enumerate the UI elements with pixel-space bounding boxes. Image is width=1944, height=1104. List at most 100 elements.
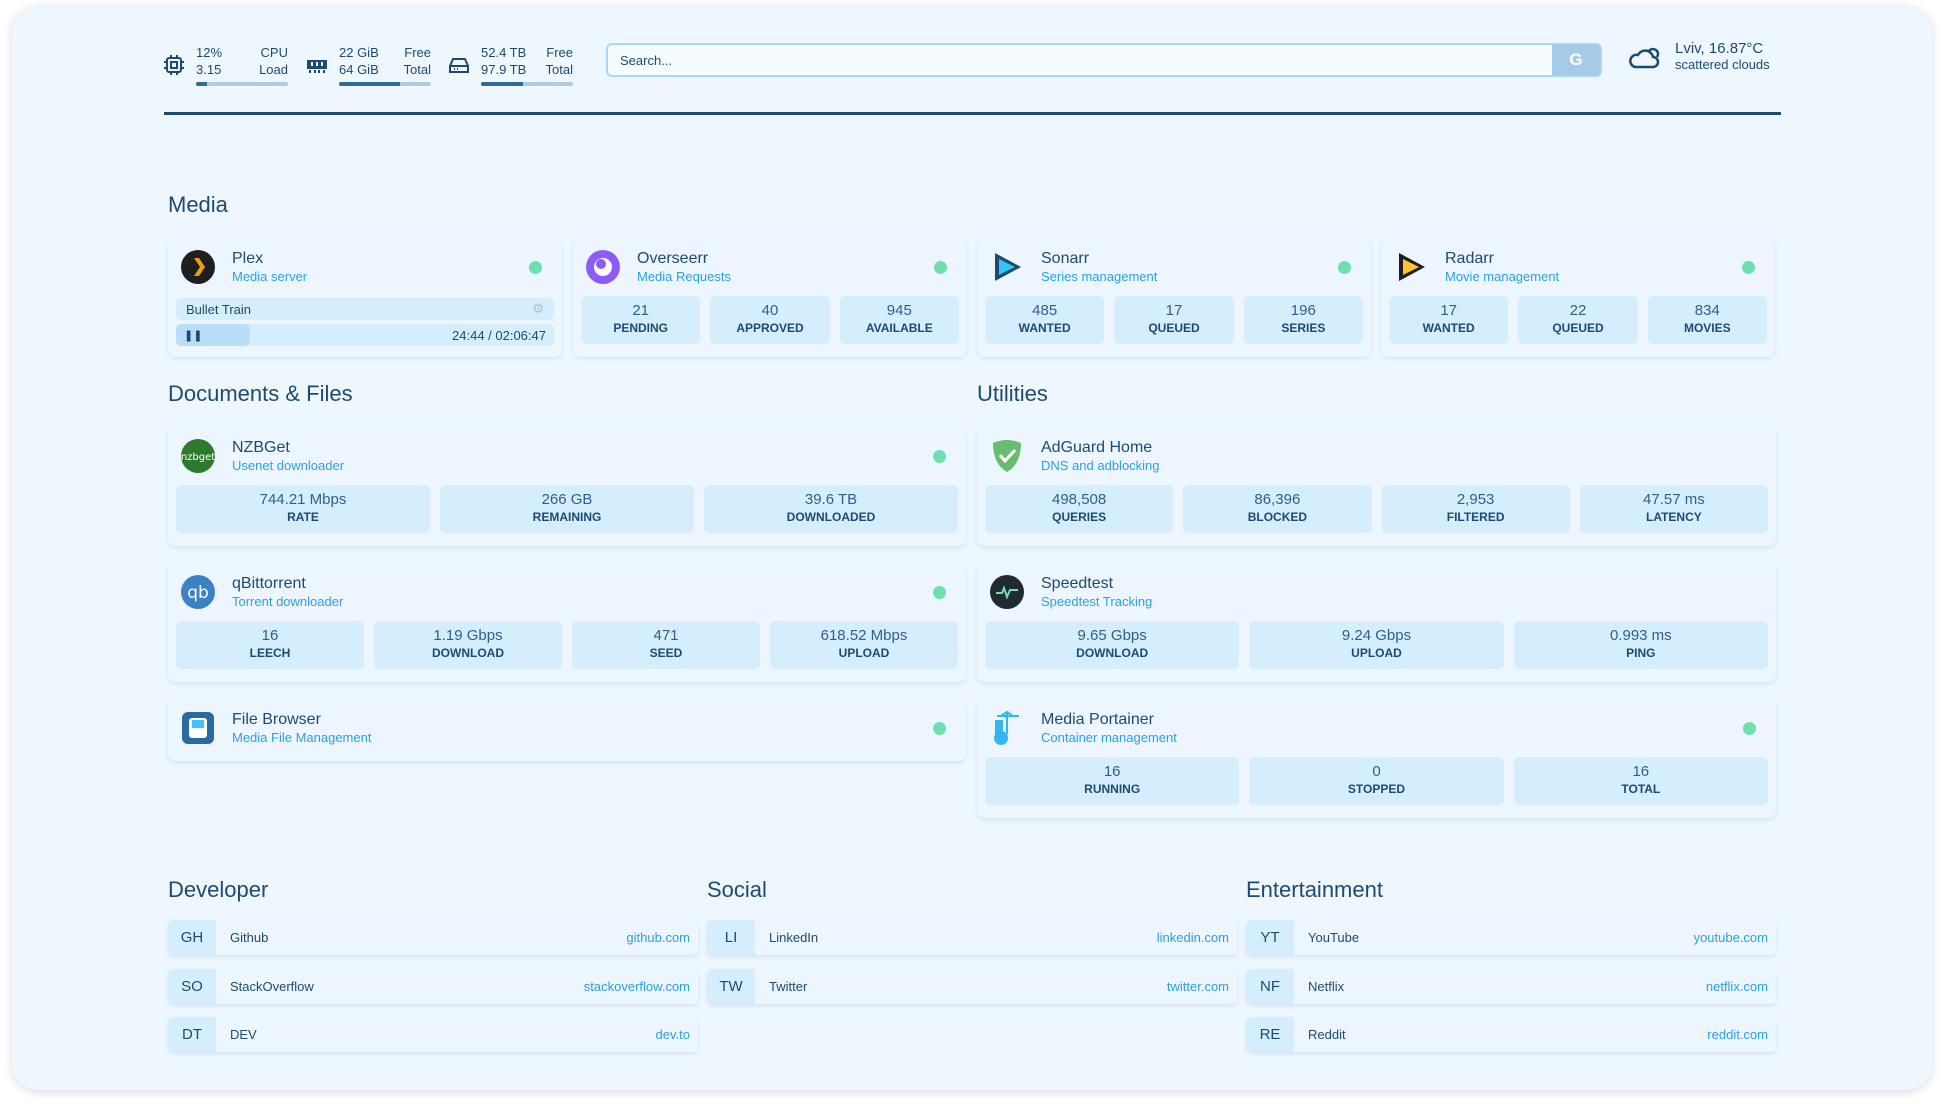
stat-block: 9.24 Gbps UPLOAD xyxy=(1249,621,1504,669)
drive-icon xyxy=(449,58,469,73)
bookmark-url[interactable]: reddit.com xyxy=(1707,1027,1768,1042)
plex-icon xyxy=(181,250,215,284)
bookmark-url[interactable]: netflix.com xyxy=(1705,978,1768,994)
service-card-adguard-home[interactable]: AdGuard Home DNS and adblocking 498,508 QU… xyxy=(977,427,1776,546)
bookmark-url[interactable]: youtube.com xyxy=(1693,930,1768,945)
stat-value: 266 GB xyxy=(541,491,593,508)
stat-label: UPLOAD xyxy=(1351,646,1402,660)
memory-icon xyxy=(307,60,327,73)
service-title: Speedtest xyxy=(1041,575,1114,592)
service-card-file-browser[interactable]: File Browser Media File Management xyxy=(168,699,966,761)
stat-block: 266 GB REMAINING xyxy=(440,485,694,533)
stat-label: MOVIES xyxy=(1683,321,1731,335)
service-card-plex[interactable]: Plex Media server Bullet Train ⚙ ❚❚ 24:44 … xyxy=(168,238,562,357)
service-stats: 744.21 Mbps RATE 266 GB REMAINING 39.6 TB DOW… xyxy=(176,485,958,533)
stat-label: DOWNLOADED xyxy=(786,510,876,524)
search-input[interactable] xyxy=(608,52,1552,68)
load-label: Load xyxy=(259,62,288,77)
stat-value: 21 xyxy=(632,302,649,319)
stat-label: QUEUED xyxy=(1148,321,1200,335)
bookmark-youtube[interactable]: YT YouTube youtube.com xyxy=(1246,920,1776,955)
bookmark-abbr: LI xyxy=(707,920,755,955)
playback-bar[interactable]: ❚❚ 24:44 / 02:06:47 xyxy=(176,324,554,346)
service-title: AdGuard Home xyxy=(1041,439,1153,456)
weather-location-temp: Lviv, 16.87°C xyxy=(1675,40,1764,57)
settings-icon[interactable]: ⚙ xyxy=(532,301,544,316)
disk-bar xyxy=(481,82,573,86)
service-card-overseerr[interactable]: Overseerr Media Requests 21 PENDING 40 APPRO… xyxy=(573,238,967,357)
status-indicator xyxy=(529,261,542,274)
cpu-percent: 12% xyxy=(196,45,223,60)
status-indicator xyxy=(1743,722,1756,735)
service-stats: 9.65 Gbps DOWNLOAD 9.24 Gbps UPLOAD 0.993 ms… xyxy=(985,621,1768,669)
service-stats: 17 WANTED 22 QUEUED 834 MOVIES xyxy=(1389,296,1767,344)
memory-total: 64 GiB xyxy=(339,62,379,77)
stat-value: 17 xyxy=(1440,302,1457,319)
stat-label: RUNNING xyxy=(1084,782,1141,796)
bookmark-linkedin[interactable]: LI LinkedIn linkedin.com xyxy=(707,920,1237,955)
stat-value: 618.52 Mbps xyxy=(820,627,908,644)
stat-block: 0.993 ms PING xyxy=(1513,621,1768,669)
service-card-media-portainer[interactable]: Media Portainer Container management 16 RU… xyxy=(977,699,1776,818)
stat-block: 618.52 Mbps UPLOAD xyxy=(770,621,958,669)
disk-total: 97.9 TB xyxy=(481,62,527,77)
bookmark-abbr: SO xyxy=(168,968,216,1004)
stat-block: 196 SERIES xyxy=(1243,296,1363,344)
bookmark-abbr: YT xyxy=(1246,920,1294,955)
service-card-speedtest[interactable]: Speedtest Speedtest Tracking 9.65 Gbps DOW… xyxy=(977,563,1776,682)
stat-value: 834 xyxy=(1694,302,1720,319)
stat-block: 47.57 ms LATENCY xyxy=(1579,485,1768,533)
cpu-icon xyxy=(164,55,184,75)
stat-block: 2,953 FILTERED xyxy=(1381,485,1570,533)
disk-total-label: Total xyxy=(545,62,573,77)
stat-block: 471 SEED xyxy=(572,621,760,669)
bookmark-name: LinkedIn xyxy=(769,930,819,945)
section-title-entertainment: Entertainment xyxy=(1246,877,1383,902)
service-stats: 16 RUNNING 0 STOPPED 16 TOTAL xyxy=(985,757,1768,805)
stat-block: 945 AVAILABLE xyxy=(839,296,959,344)
cpu-widget: 12% CPU 3.15 Load xyxy=(162,44,288,86)
service-title: Media Portainer xyxy=(1041,711,1154,728)
service-title: Radarr xyxy=(1445,250,1494,267)
stat-block: 17 QUEUED xyxy=(1114,296,1234,344)
service-stats: 21 PENDING 40 APPROVED 945 AVAILABLE xyxy=(581,296,959,344)
memory-bar xyxy=(339,82,431,86)
stat-block: 834 MOVIES xyxy=(1647,296,1767,344)
stat-label: QUERIES xyxy=(1052,510,1107,524)
service-card-qbittorrent[interactable]: qb qBittorrent Torrent downloader 16 LEECH… xyxy=(168,563,966,682)
service-title: qBittorrent xyxy=(232,575,306,592)
stat-block: 16 RUNNING xyxy=(985,757,1240,805)
service-card-sonarr[interactable]: Sonarr Series management 485 WANTED 17 QUEUE… xyxy=(977,238,1371,357)
bookmark-stackoverflow[interactable]: SO StackOverflow stackoverflow.com xyxy=(168,968,698,1004)
service-title: NZBGet xyxy=(232,439,290,456)
pause-icon[interactable]: ❚❚ xyxy=(184,329,203,342)
search-provider-button[interactable]: G xyxy=(1552,45,1600,75)
service-subtitle: Series management xyxy=(1041,269,1158,284)
bookmark-url[interactable]: twitter.com xyxy=(1166,978,1229,994)
service-card-nzbget[interactable]: nzbget NZBGet Usenet downloader 744.21 Mb… xyxy=(168,427,966,546)
bookmark-url[interactable]: dev.to xyxy=(655,1027,690,1042)
bookmark-url[interactable]: github.com xyxy=(626,930,690,945)
stat-value: 945 xyxy=(886,302,912,319)
stat-value: 744.21 Mbps xyxy=(259,491,347,508)
section-title-media: Media xyxy=(168,192,228,217)
bookmark-dev[interactable]: DT DEV dev.to xyxy=(168,1017,698,1052)
status-indicator xyxy=(933,722,946,735)
bookmark-reddit[interactable]: RE Reddit reddit.com xyxy=(1246,1017,1776,1052)
bookmark-github[interactable]: GH Github github.com xyxy=(168,920,698,955)
stat-value: 485 xyxy=(1032,302,1058,319)
cpu-label: CPU xyxy=(260,45,288,60)
bookmark-abbr: RE xyxy=(1246,1017,1294,1052)
stat-block: 16 LEECH xyxy=(176,621,364,669)
bookmark-twitter[interactable]: TW Twitter twitter.com xyxy=(707,968,1237,1004)
now-playing-title: Bullet Train xyxy=(186,301,252,317)
stat-label: TOTAL xyxy=(1621,782,1661,796)
bookmark-url[interactable]: linkedin.com xyxy=(1156,930,1229,945)
service-subtitle: Usenet downloader xyxy=(232,458,345,473)
service-card-radarr[interactable]: Radarr Movie management 17 WANTED 22 QUEUED 8… xyxy=(1381,238,1775,357)
stat-value: 1.19 Gbps xyxy=(433,627,503,644)
status-indicator xyxy=(1742,261,1755,274)
bookmark-url[interactable]: stackoverflow.com xyxy=(583,978,690,994)
stat-label: AVAILABLE xyxy=(865,321,933,335)
bookmark-netflix[interactable]: NF Netflix netflix.com xyxy=(1246,968,1776,1004)
